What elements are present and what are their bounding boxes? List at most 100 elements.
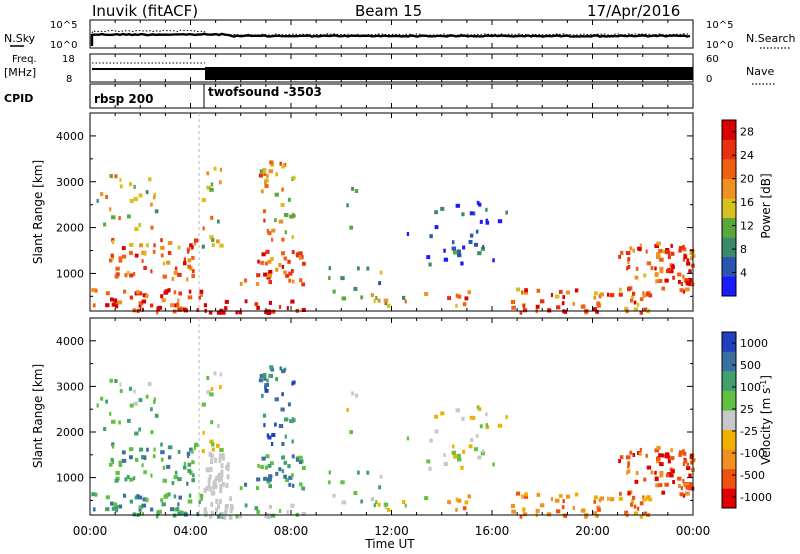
power-cell (263, 172, 267, 177)
power-cell (138, 301, 144, 306)
power-cell (443, 257, 449, 262)
power-cell (278, 219, 284, 224)
power-cell (618, 292, 623, 297)
velocity-cell (278, 424, 284, 428)
power-colorbar-tick-label: 24 (740, 149, 754, 162)
velocity-cell (384, 505, 388, 510)
power-cell (479, 219, 483, 224)
power-cell (678, 248, 682, 253)
velocity-cell (210, 502, 214, 507)
power-cell (447, 296, 452, 301)
power-cell (332, 289, 336, 294)
power-cell (593, 295, 596, 300)
velocity-cell (167, 445, 173, 450)
power-cell (460, 261, 464, 266)
velocity-cell (550, 497, 553, 502)
power-cell (281, 251, 285, 256)
power-colorbar-tick-label: 16 (740, 196, 754, 209)
power-cell (688, 278, 693, 282)
power-cell (134, 253, 139, 258)
velocity-cell (191, 478, 195, 483)
power-cell (462, 245, 466, 250)
velocity-cell (650, 470, 654, 475)
power-cell (157, 305, 162, 310)
power-cell (404, 299, 407, 304)
velocity-cell (469, 438, 474, 442)
velocity-cell (456, 453, 461, 458)
velocity-cell (283, 417, 289, 422)
power-cell (160, 245, 165, 250)
power-cell (235, 310, 239, 315)
velocity-cell (645, 453, 648, 458)
power-cell (264, 184, 269, 189)
power-y-axis-label: Slant Range [km] (31, 160, 45, 264)
power-cell (627, 260, 630, 265)
velocity-cell (199, 493, 204, 498)
power-cell (535, 304, 540, 309)
power-cell (687, 281, 692, 286)
velocity-cell (510, 504, 516, 508)
power-cell (191, 255, 195, 260)
power-cell (283, 256, 287, 261)
power-cell (211, 238, 215, 243)
velocity-cell (672, 480, 675, 484)
power-cell (146, 243, 149, 248)
power-cell (134, 291, 138, 296)
power-cell (216, 310, 221, 315)
velocity-cell (688, 473, 692, 478)
velocity-cell (290, 503, 295, 508)
power-cell (224, 299, 229, 304)
velocity-cell (174, 470, 178, 475)
velocity-cell (271, 442, 274, 446)
velocity-cell (670, 448, 673, 453)
power-cell (213, 166, 217, 171)
power-cell (597, 303, 601, 308)
power-cell (682, 247, 687, 252)
velocity-cell (239, 486, 243, 491)
power-cell (377, 298, 381, 303)
velocity-cell (434, 414, 438, 419)
velocity-cell (443, 462, 449, 466)
power-colorbar-swatch (722, 256, 736, 277)
velocity-cell (265, 454, 270, 459)
power-cell (143, 251, 147, 256)
velocity-colorbar: 1000 500 100 25 -25 -100 -500 -1000 (721, 331, 772, 509)
power-cell (176, 303, 180, 308)
velocity-cell (646, 495, 651, 500)
velocity-cell (563, 513, 568, 518)
power-cell (492, 258, 495, 263)
velocity-cell (188, 493, 192, 498)
velocity-cell (634, 479, 639, 484)
velocity-cell (212, 490, 216, 496)
velocity-cell (295, 457, 299, 462)
velocity-cell (274, 422, 277, 427)
velocity-cell (211, 442, 215, 447)
power-cell (114, 174, 118, 179)
velocity-cell (216, 514, 221, 519)
velocity-cell (292, 380, 296, 385)
velocity-cell (664, 482, 669, 487)
power-cell (177, 307, 182, 312)
velocity-cell (153, 399, 156, 404)
velocity-cell (447, 500, 452, 505)
power-cell (467, 290, 471, 295)
power-cell (221, 310, 226, 315)
velocity-cell (289, 419, 294, 424)
velocity-cell (626, 470, 629, 475)
power-colorbar-swatch (722, 139, 736, 160)
power-cell (563, 309, 568, 314)
velocity-cell (142, 497, 148, 502)
power-cell (298, 251, 303, 256)
power-cell (288, 278, 292, 283)
power-cell (624, 306, 629, 311)
power-cell (129, 250, 133, 255)
velocity-cell (109, 462, 113, 467)
velocity-cell (669, 473, 674, 478)
velocity-cell (301, 512, 306, 516)
power-cell (244, 278, 248, 283)
velocity-cell (226, 474, 230, 480)
power-cell (656, 252, 661, 257)
power-cell (174, 266, 178, 271)
velocity-cell (269, 365, 274, 370)
power-colorbar-swatch (722, 237, 736, 258)
